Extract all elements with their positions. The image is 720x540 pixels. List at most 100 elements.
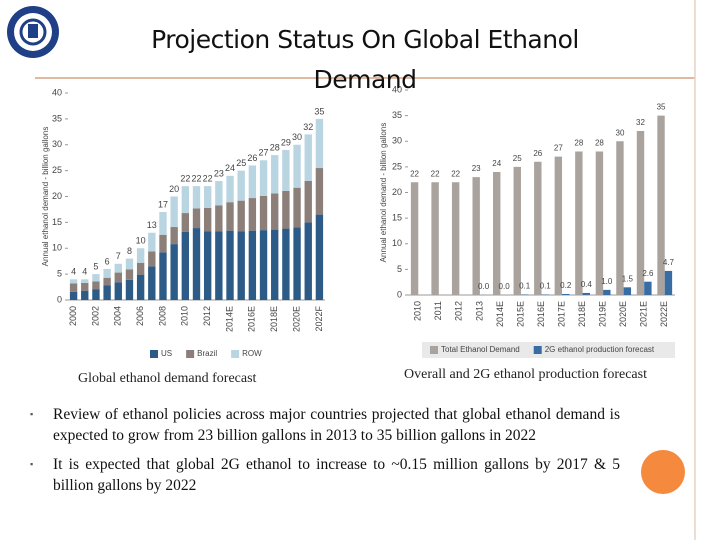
data-label: 25 <box>236 158 246 168</box>
data-label: 22 <box>203 174 213 184</box>
legend-box <box>422 342 675 358</box>
bar-segment <box>159 234 167 253</box>
bar <box>603 289 611 295</box>
bar <box>657 115 665 295</box>
bar-segment <box>192 228 201 300</box>
y-tick-label: 30 <box>392 136 402 146</box>
data-label: 6 <box>105 256 110 266</box>
y-tick-label: 40 <box>392 84 402 94</box>
bar-segment <box>136 274 145 300</box>
y-tick-label: 15 <box>52 217 62 227</box>
data-label: 27 <box>554 144 563 153</box>
y-tick-label: 40 <box>52 87 62 97</box>
x-tick-label: 2008 <box>157 306 167 326</box>
data-label: 35 <box>657 103 666 112</box>
legend-label: Total Ethanol Demand <box>441 345 520 354</box>
bar-segment <box>215 180 223 206</box>
bar-segment <box>125 258 134 270</box>
data-label: 27 <box>259 148 269 158</box>
bar <box>562 293 570 295</box>
bar-segment <box>136 248 145 263</box>
bar-segment <box>271 155 279 194</box>
bar <box>451 182 460 295</box>
legend-label: US <box>161 349 172 358</box>
data-label: 1.0 <box>601 277 613 286</box>
bar-segment <box>237 200 245 232</box>
y-tick-label: 30 <box>52 139 62 149</box>
bar-segment <box>92 281 100 290</box>
y-tick-label: 10 <box>392 238 402 248</box>
bar-segment <box>170 196 178 228</box>
x-tick-label: 2020E <box>291 306 301 332</box>
bar-segment <box>192 208 201 229</box>
bar-segment <box>181 213 190 232</box>
bar <box>410 182 419 295</box>
bar-segment <box>69 291 78 300</box>
bar-segment <box>192 186 201 209</box>
bar-segment <box>304 222 312 300</box>
bar <box>636 131 645 295</box>
bar-segment <box>259 195 268 231</box>
legend-swatch <box>150 350 158 358</box>
x-tick-label: 2012 <box>454 301 464 321</box>
x-tick-label: 2020E <box>618 301 628 327</box>
bar-segment <box>282 228 290 300</box>
x-tick-label: 2015E <box>515 301 525 327</box>
x-tick-label: 2019E <box>597 301 607 327</box>
bar <box>595 151 604 295</box>
data-label: 28 <box>574 139 583 148</box>
legend-label: ROW <box>242 349 262 358</box>
y-tick-label: 20 <box>392 187 402 197</box>
x-tick-label: 2000 <box>68 306 78 326</box>
x-tick-label: 2018E <box>269 306 279 332</box>
data-label: 24 <box>225 163 235 173</box>
bar-segment <box>203 207 212 232</box>
bar-segment <box>203 231 212 300</box>
data-label: 0.0 <box>478 282 490 291</box>
x-tick-label: 2018E <box>577 301 587 327</box>
bar-segment <box>159 212 167 235</box>
bar-segment <box>148 266 156 300</box>
x-tick-label: 2022F <box>314 306 324 332</box>
logo <box>7 6 59 58</box>
bar-segment <box>215 205 223 232</box>
data-label: 0.2 <box>560 281 572 290</box>
bar <box>513 166 521 295</box>
data-label: 32 <box>636 118 645 127</box>
y-tick-label: 35 <box>52 113 62 123</box>
data-label: 0.0 <box>499 282 511 291</box>
x-tick-label: 2010 <box>180 306 190 326</box>
bar-segment <box>170 227 178 245</box>
data-label: 10 <box>136 236 146 246</box>
bullet: Review of ethanol policies across major … <box>30 404 620 446</box>
data-label: 20 <box>169 184 179 194</box>
bar-segment <box>81 282 89 291</box>
legend-label: 2G ethanol production forecast <box>545 345 655 354</box>
y-tick-label: 35 <box>392 110 402 120</box>
bar-segment <box>271 193 279 230</box>
x-tick-label: 2010 <box>413 301 423 321</box>
data-label: 0.4 <box>581 280 593 289</box>
bar <box>664 270 673 295</box>
y-axis-label: Annual ethanol demand - billion gallons <box>379 123 388 263</box>
bar <box>616 141 624 295</box>
y-tick-label: 15 <box>392 213 402 223</box>
x-tick-label: 2006 <box>135 306 145 326</box>
bar <box>575 151 583 295</box>
bar <box>534 161 542 295</box>
bar-segment <box>159 252 167 300</box>
bar-segment <box>259 230 268 300</box>
data-label: 26 <box>247 153 257 163</box>
data-label: 22 <box>451 169 460 178</box>
data-label: 8 <box>127 246 132 256</box>
data-label: 0.1 <box>519 282 531 291</box>
x-tick-label: 2017E <box>556 301 566 327</box>
bar-segment <box>69 283 78 292</box>
x-tick-label: 2013 <box>474 301 484 321</box>
y-tick-label: 25 <box>52 165 62 175</box>
bar-segment <box>248 198 257 231</box>
bar <box>520 294 529 295</box>
bar-segment <box>181 186 190 214</box>
data-label: 24 <box>492 159 501 168</box>
